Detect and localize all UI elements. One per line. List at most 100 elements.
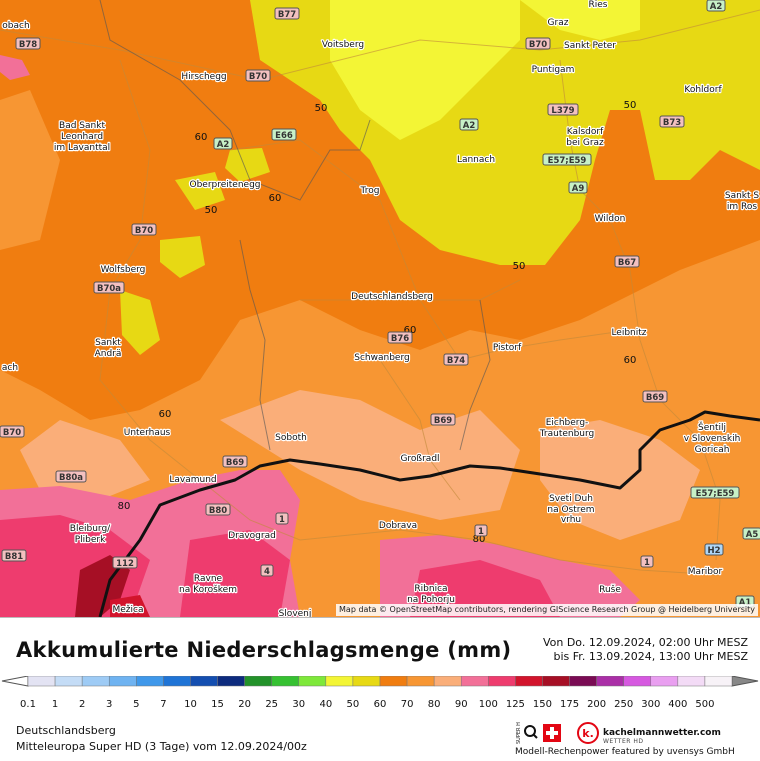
svg-text:H2: H2 bbox=[707, 546, 720, 556]
contour-label: 60 bbox=[195, 132, 208, 143]
place-label[interactable]: Ribnica bbox=[413, 583, 449, 595]
place-label[interactable]: Sankt Peter bbox=[563, 40, 618, 52]
svg-text:1: 1 bbox=[478, 527, 484, 537]
place-label[interactable]: Bad Sankt bbox=[58, 120, 107, 132]
place-label[interactable]: Großradl bbox=[399, 453, 440, 465]
place-label[interactable]: Ravne bbox=[193, 573, 224, 585]
scale-tick-label: 25 bbox=[265, 699, 278, 710]
scale-tick-label: 2 bbox=[79, 699, 85, 710]
legend-title: Akkumulierte Niederschlagsmenge (mm) bbox=[16, 638, 512, 662]
place-label[interactable]: Schwanberg bbox=[353, 352, 411, 364]
place-label[interactable]: Oberpreitenegg bbox=[188, 179, 261, 191]
place-label[interactable]: na Pohorju bbox=[406, 594, 456, 606]
place-label[interactable]: Leonhard bbox=[60, 131, 104, 143]
road-shield: B80a bbox=[55, 470, 87, 483]
place-label[interactable]: Graz bbox=[546, 17, 570, 29]
place-label[interactable]: Leibnitz bbox=[610, 327, 648, 339]
place-label[interactable]: Slovenj bbox=[277, 608, 312, 617]
svg-text:B77: B77 bbox=[278, 10, 296, 20]
scale-tick-label: 0.1 bbox=[20, 699, 36, 710]
place-label[interactable]: Pliberk bbox=[74, 534, 108, 546]
place-label[interactable]: Andrä bbox=[93, 348, 122, 360]
place-label[interactable]: Lavamund bbox=[168, 474, 218, 486]
place-label[interactable]: Ruše bbox=[598, 583, 623, 596]
scale-tick-label: 100 bbox=[479, 699, 498, 710]
scale-tick-label: 500 bbox=[695, 699, 714, 710]
svg-text:B70a: B70a bbox=[97, 284, 121, 294]
place-label[interactable]: na Ostrem bbox=[546, 504, 596, 516]
brand-name[interactable]: kachelmannwetter.com bbox=[603, 728, 721, 738]
contour-label: 50 bbox=[624, 100, 637, 111]
place-label[interactable]: Unterhaus bbox=[123, 427, 172, 439]
svg-text:B70: B70 bbox=[529, 40, 547, 50]
svg-text:B74: B74 bbox=[447, 356, 465, 366]
place-label[interactable]: Goricah bbox=[693, 444, 730, 456]
svg-text:B67: B67 bbox=[618, 258, 636, 268]
scale-bin bbox=[217, 676, 245, 687]
place-label[interactable]: Pistorf bbox=[492, 342, 524, 354]
place-label[interactable]: Bleiburg/ bbox=[69, 523, 113, 535]
scale-tick-label: 15 bbox=[211, 699, 224, 710]
place-label[interactable]: Puntigam bbox=[530, 64, 575, 76]
scale-tick-label: 1 bbox=[52, 699, 58, 710]
place-label[interactable]: Deutschlandsberg bbox=[350, 291, 434, 303]
place-label[interactable]: v Slovenskih bbox=[683, 433, 742, 445]
scale-tick-label: 125 bbox=[506, 699, 525, 710]
superhd-vertical-text: SUPER HD bbox=[516, 722, 522, 744]
place-label[interactable]: Šentilj bbox=[697, 420, 727, 434]
scale-tick-label: 60 bbox=[374, 699, 387, 710]
place-label[interactable]: Ries bbox=[587, 0, 609, 11]
place-label[interactable]: im Ros bbox=[726, 201, 759, 213]
place-label[interactable]: Soboth bbox=[274, 432, 308, 444]
precipitation-map[interactable]: 50 60 60 50 50 50 60 60 60 80 80 B77 A2 B78 B70 B70 L37… bbox=[0, 0, 760, 617]
svg-text:B80a: B80a bbox=[59, 473, 83, 483]
place-label[interactable]: Kohldorf bbox=[683, 84, 723, 96]
svg-text:1: 1 bbox=[644, 558, 650, 568]
map-canvas: 50 60 60 50 50 50 60 60 60 80 80 B77 A2 B78 B70 B70 L37… bbox=[0, 0, 760, 617]
location-label: Deutschlandsberg bbox=[16, 724, 116, 737]
scale-bin bbox=[704, 676, 733, 687]
place-label[interactable]: Wolfsberg bbox=[99, 264, 146, 276]
place-label[interactable]: Wildon bbox=[593, 213, 626, 225]
place-label[interactable]: Trautenburg bbox=[538, 428, 596, 440]
place-label[interactable]: Maribor bbox=[687, 566, 724, 578]
brand-area[interactable]: SUPER HD k. kachelmannwetter.com WETTER … bbox=[513, 720, 758, 760]
place-label[interactable]: Kalsdorf bbox=[566, 126, 606, 138]
svg-text:E57;E59: E57;E59 bbox=[696, 489, 735, 499]
place-label[interactable]: ach bbox=[1, 362, 20, 374]
road-shield: E57;E59 bbox=[690, 486, 740, 499]
place-label[interactable]: Dravograd bbox=[227, 530, 277, 542]
place-label[interactable]: Trog bbox=[358, 185, 380, 197]
scale-bin bbox=[54, 676, 83, 687]
scale-bin bbox=[298, 676, 327, 687]
svg-text:B69: B69 bbox=[434, 416, 452, 426]
place-label[interactable]: Hirschegg bbox=[180, 71, 228, 83]
scale-tick-label: 300 bbox=[641, 699, 660, 710]
place-label[interactable]: Mežica bbox=[111, 604, 144, 616]
place-label[interactable]: Sankt S bbox=[724, 190, 760, 202]
svg-text:k.: k. bbox=[582, 727, 594, 740]
place-label[interactable]: Sveti Duh bbox=[548, 493, 594, 505]
svg-text:B69: B69 bbox=[646, 393, 664, 403]
place-label[interactable]: Voitsberg bbox=[321, 39, 366, 51]
scale-tick-label: 20 bbox=[238, 699, 251, 710]
place-label[interactable]: obach bbox=[1, 20, 31, 32]
road-shield: B74 bbox=[443, 353, 469, 366]
scale-tick-label: 3 bbox=[106, 699, 112, 710]
place-label[interactable]: na Koroškem bbox=[178, 583, 238, 596]
brand-sub: WETTER HD bbox=[603, 738, 644, 745]
scale-bin bbox=[515, 676, 543, 687]
place-label[interactable]: Eichberg- bbox=[545, 417, 590, 429]
scale-tick-label: 200 bbox=[587, 699, 606, 710]
place-label[interactable]: Lannach bbox=[456, 154, 497, 166]
road-shield: 4 bbox=[260, 564, 274, 577]
scale-bin bbox=[163, 676, 191, 687]
scale-bin bbox=[271, 676, 300, 687]
place-label[interactable]: im Lavanttal bbox=[53, 142, 112, 154]
road-shield: L379 bbox=[547, 103, 579, 116]
period-to: bis Fr. 13.09.2024, 13:00 Uhr MESZ bbox=[553, 650, 748, 663]
place-label[interactable]: Sankt bbox=[94, 337, 123, 349]
place-label[interactable]: Dobrava bbox=[378, 520, 419, 532]
place-label[interactable]: bei Graz bbox=[565, 137, 605, 149]
place-label[interactable]: vrhu bbox=[560, 514, 583, 526]
